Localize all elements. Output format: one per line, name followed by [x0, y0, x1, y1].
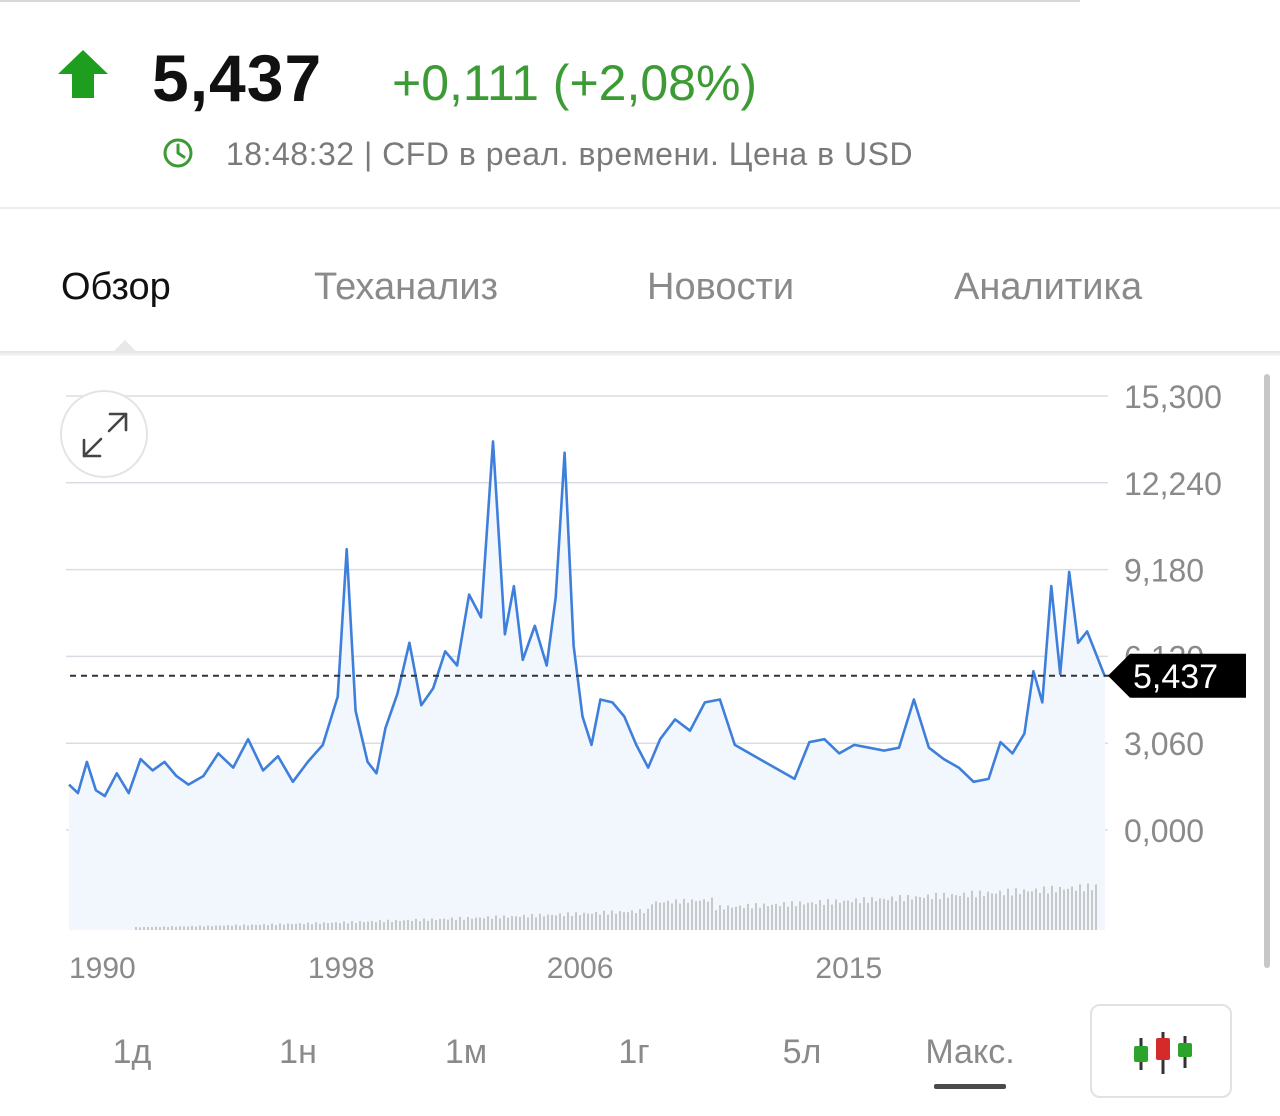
chart-type-toggle-button[interactable] [1090, 1004, 1232, 1098]
range-1y-button[interactable]: 1г [618, 1033, 650, 1071]
section-tabs: Обзор Теханализ Новости Аналитика [0, 209, 1280, 354]
price-change: +0,111 (+2,08%) [392, 55, 758, 111]
range-5y-button[interactable]: 5л [782, 1033, 822, 1071]
current-price-tag-label: 5,437 [1133, 658, 1218, 696]
clock-icon [163, 138, 193, 168]
x-tick-label: 1998 [308, 952, 375, 985]
tab-news[interactable]: Новости [647, 266, 795, 308]
active-range-underline [934, 1084, 1006, 1089]
expand-chart-button[interactable] [60, 390, 148, 478]
x-tick-label: 2006 [547, 952, 614, 985]
tab-technical[interactable]: Теханализ [314, 266, 499, 308]
range-1m-button[interactable]: 1м [444, 1033, 488, 1071]
top-rule [0, 0, 1080, 2]
header-divider [0, 207, 1280, 209]
y-tick-label: 0,000 [1124, 813, 1204, 849]
last-price: 5,437 [152, 41, 323, 115]
y-tick-label: 3,060 [1124, 726, 1204, 762]
x-axis-labels: 1990 1998 2006 2015 [69, 952, 882, 985]
up-arrow-icon [58, 50, 108, 98]
tab-analytics[interactable]: Аналитика [954, 266, 1143, 308]
range-max-button[interactable]: Макс. [925, 1033, 1015, 1071]
time-range-bar: 1д 1н 1м 1г 5л Макс. [0, 1000, 1280, 1116]
realtime-status: 18:48:32 | CFD в реал. времени. Цена в U… [226, 136, 914, 172]
y-tick-label: 12,240 [1124, 466, 1222, 502]
current-price-tag: 5,437 [1108, 653, 1246, 698]
active-tab-pointer [112, 340, 138, 353]
quote-header: 5,437 +0,111 (+2,08%) 18:48:32 | CFD в р… [0, 0, 1280, 208]
x-tick-label: 2015 [815, 952, 882, 985]
tab-overview[interactable]: Обзор [61, 266, 171, 308]
x-tick-label: 1990 [69, 952, 136, 985]
tabs-shadow [0, 351, 1280, 356]
price-area-fill [69, 441, 1105, 930]
candlestick-icon [1134, 1032, 1192, 1074]
range-1w-button[interactable]: 1н [279, 1033, 317, 1071]
price-line [68, 440, 1107, 798]
range-1d-button[interactable]: 1д [112, 1033, 152, 1071]
chart-scrollbar[interactable] [1264, 374, 1270, 968]
current-price-tag-background [1108, 653, 1246, 698]
expand-icon [82, 412, 128, 458]
y-tick-label: 15,300 [1124, 379, 1222, 415]
volume-bars [135, 883, 1097, 930]
y-tick-label: 9,180 [1124, 553, 1204, 589]
